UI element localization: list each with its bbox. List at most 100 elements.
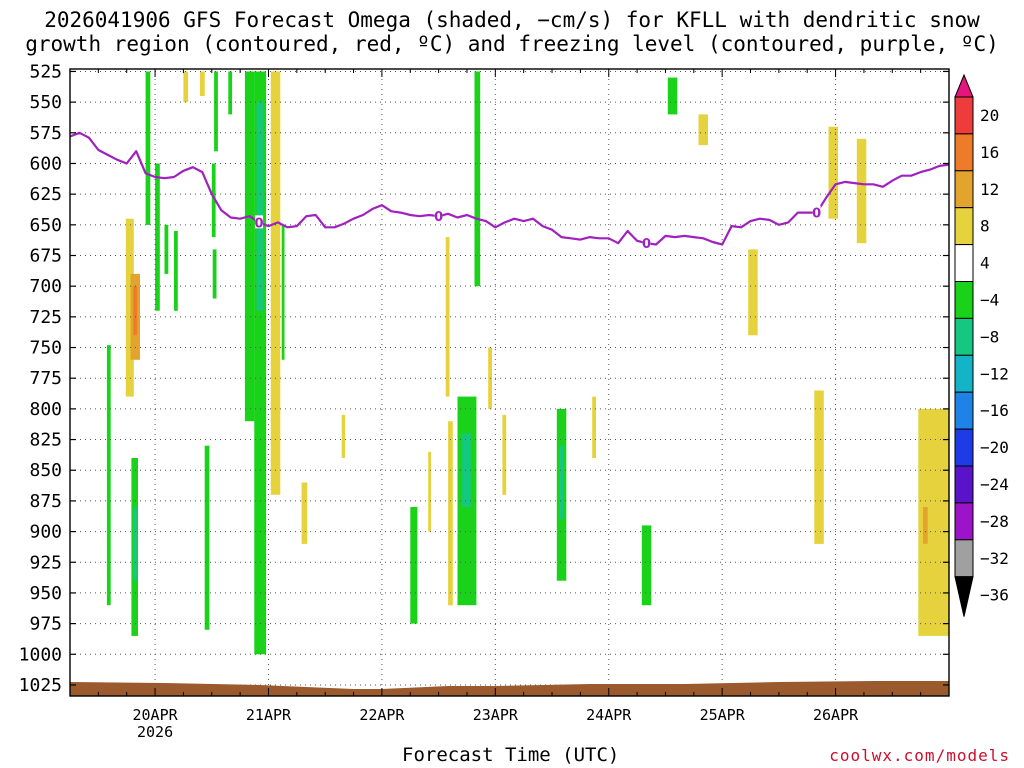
freezing-level-label: 0 [434, 210, 443, 225]
colorbar-label: 12 [980, 180, 999, 199]
y-tick-label: 625 [29, 184, 62, 205]
y-tick-label: 975 [29, 614, 62, 635]
y-tick-label: 700 [29, 276, 62, 297]
chart-title-line-1: 2026041906 GFS Forecast Omega (shaded, −… [44, 8, 980, 32]
x-tick-sublabel: 2026 [137, 723, 173, 741]
colorbar-legend: 20 16 12 8 4 −4 −8 −12 −16 −20 −24 −28 −32 −36 [954, 73, 1009, 617]
omega-cell-40 [814, 390, 824, 544]
omega-cell-17 [244, 71, 255, 422]
y-tick-label: 675 [29, 246, 62, 267]
omega-cell-16 [204, 445, 210, 630]
colorbar-label: −4 [980, 291, 999, 310]
omega-cell-10 [183, 71, 189, 103]
colorbar-label: 20 [980, 106, 999, 125]
omega-cell-44 [923, 507, 928, 544]
colorbar-swatch-2 [954, 133, 974, 172]
colorbar-swatch-11 [954, 465, 974, 504]
y-tick-label: 850 [29, 460, 62, 481]
y-tick-label: 925 [29, 552, 62, 573]
colorbar-swatch-3 [954, 170, 974, 209]
colorbar-label: −20 [980, 438, 1009, 457]
omega-cell-21 [281, 224, 285, 360]
omega-cell-12 [214, 71, 218, 152]
chart-title-line-2: growth region (contoured, red, ºC) and f… [25, 32, 999, 56]
omega-cell-32 [502, 415, 507, 495]
terrain-band [70, 681, 949, 696]
omega-cell-0 [106, 345, 111, 606]
colorbar-label: −32 [980, 549, 1009, 568]
omega-cell-6 [145, 71, 151, 225]
colorbar-label: −16 [980, 401, 1009, 420]
colorbar-label: −12 [980, 364, 1009, 383]
colorbar-label: −24 [980, 475, 1009, 494]
omega-cell-14 [212, 249, 217, 299]
colorbar-label: 4 [980, 254, 990, 273]
omega-cell-25 [428, 451, 431, 532]
colorbar-swatch-12 [954, 502, 974, 541]
omega-cell-7 [155, 163, 160, 311]
y-tick-label: 1025 [19, 675, 62, 696]
source-credit: coolwx.com/models [829, 746, 1010, 765]
freezing-level-label: 0 [642, 237, 651, 252]
y-tick-label: 600 [29, 153, 62, 174]
x-tick-label: 25APR [700, 706, 746, 724]
omega-cell-39 [748, 249, 758, 336]
omega-cell-11 [200, 71, 205, 96]
x-tick-label: 26APR [813, 706, 859, 724]
y-tick-label: 650 [29, 215, 62, 236]
omega-cell-3 [133, 286, 138, 336]
omega-cell-38 [698, 114, 708, 146]
x-tick-label: 20APR [132, 706, 178, 724]
colorbar-swatch-10 [954, 428, 974, 467]
omega-cell-42 [856, 138, 867, 244]
y-tick-label: 525 [29, 61, 62, 82]
omega-cell-13 [211, 163, 216, 238]
freezing-level-layer: 0 0 0 0 [69, 131, 950, 252]
omega-cell-1 [125, 218, 134, 397]
x-tick-label: 23APR [473, 706, 519, 724]
colorbar-swatch-6 [954, 281, 974, 319]
x-tick-label: 22APR [359, 706, 405, 724]
x-tick-label: 21APR [246, 706, 292, 724]
colorbar-bottom-arrow [954, 576, 974, 617]
plot-frame [69, 68, 950, 697]
y-tick-label: 875 [29, 491, 62, 512]
x-axis-label: Forecast Time (UTC) [402, 744, 620, 766]
colorbar-label: −36 [980, 586, 1009, 605]
y-tick-label: 575 [29, 123, 62, 144]
omega-cell-37 [667, 77, 678, 115]
grid-layer [70, 69, 949, 696]
omega-shading-layer [106, 71, 949, 655]
omega-cell-29 [462, 433, 471, 507]
omega-cell-34 [559, 445, 564, 520]
colorbar-swatch-7 [954, 317, 974, 356]
y-tick-label: 800 [29, 399, 62, 420]
colorbar-label: −28 [980, 512, 1009, 531]
freezing-level-label: 0 [255, 216, 264, 231]
freezing-level-label: 0 [812, 207, 821, 222]
y-axis: 525 550 575 600 625 650 675 700 725 750 775 800 825 8… [19, 61, 949, 696]
colorbar-top-arrow [954, 73, 974, 98]
colorbar-swatch-9 [954, 391, 974, 430]
omega-cell-41 [828, 126, 838, 219]
freezing-level-line [69, 131, 950, 246]
y-tick-label: 1000 [19, 644, 62, 665]
omega-cell-43 [918, 408, 949, 636]
colorbar-label: 16 [980, 143, 999, 162]
y-tick-label: 900 [29, 522, 62, 543]
y-tick-label: 825 [29, 430, 62, 451]
colorbar-swatch-5 [954, 244, 974, 283]
omega-cell-26 [448, 421, 453, 606]
omega-cell-15 [228, 71, 233, 115]
terrain-layer [70, 681, 949, 696]
omega-cell-20 [270, 71, 281, 495]
omega-cell-27 [445, 237, 450, 397]
omega-cell-9 [174, 231, 178, 311]
omega-cell-18 [254, 71, 267, 655]
y-tick-label: 775 [29, 368, 62, 389]
omega-cell-5 [132, 507, 137, 581]
omega-cell-23 [341, 415, 345, 458]
y-tick-label: 950 [29, 583, 62, 604]
